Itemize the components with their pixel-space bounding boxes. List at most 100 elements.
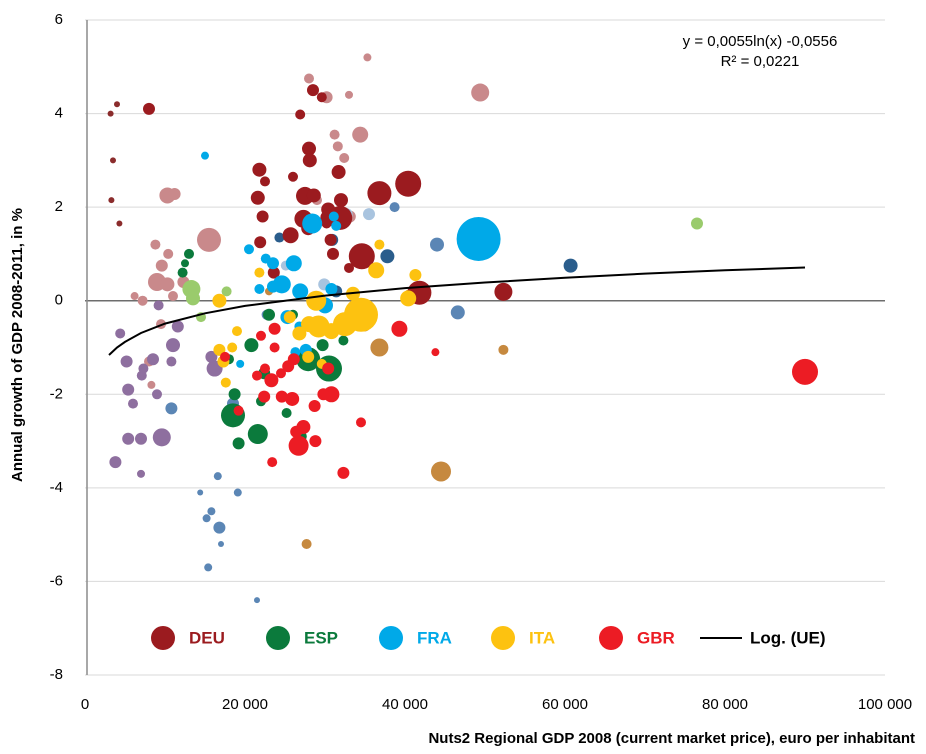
bubble [302,141,316,156]
bubble [322,362,335,375]
y-tick-label: 6 [55,11,63,28]
bubble [213,521,226,534]
bubble [232,437,245,450]
bubble [110,157,116,164]
bubble [309,435,322,448]
bubble [374,239,385,250]
bubble [267,457,278,468]
bubble [287,353,300,366]
bubble [285,391,300,406]
bubble [147,353,159,366]
bubble [363,208,375,221]
x-tick-label: 20 000 [222,696,268,713]
bubble [345,90,353,99]
bubble [292,283,309,300]
bubble [116,220,123,227]
bubble [171,320,184,333]
bubble [339,153,350,164]
bubble [380,249,395,264]
bubble [302,153,317,168]
bubble [256,210,269,223]
bubble [213,472,222,481]
bubble [153,300,164,311]
bubble [168,188,181,201]
bubble [260,176,270,187]
bubble [494,282,513,301]
bubble [792,358,818,385]
bubble [323,323,340,340]
bubble [202,514,211,523]
bubble [150,239,161,250]
r-squared: R² = 0,0221 [721,53,800,70]
bubble [295,109,306,120]
bubble [122,383,135,396]
bubble [220,377,231,388]
legend-label: GBR [637,628,675,647]
bubble [389,202,400,213]
bubble [302,213,323,234]
y-tick-label: -4 [50,479,63,496]
bubble [260,253,271,264]
bubble [197,227,221,252]
bubble [260,363,270,374]
bubble [197,489,204,496]
x-tick-label: 80 000 [702,696,748,713]
bubble [256,330,266,341]
bubble [267,266,280,279]
legend-label: Log. (UE) [750,628,826,647]
bubble [122,432,135,445]
y-tick-label: 2 [55,198,63,215]
bubble [143,102,155,115]
bubble [128,398,138,409]
bubble [163,248,174,259]
bubble [274,232,285,243]
legend-swatch [266,626,290,650]
bubble [308,399,321,412]
bubble [254,267,265,278]
equation: y = 0,0055ln(x) -0,0556 [683,33,838,50]
bubble [391,320,408,337]
bubble [327,247,339,260]
bubble [232,326,242,337]
bubble [325,283,338,296]
bubble [275,390,288,403]
bubble [205,350,218,363]
bubble [306,290,327,311]
bubble [236,359,245,368]
legend-label: ESP [304,628,338,647]
bubble [290,425,303,438]
bubble [269,342,280,353]
bubble [107,110,114,117]
bubble [400,290,417,307]
bubble [321,218,332,229]
bubble [282,227,299,244]
bubble [471,83,490,102]
bubble [334,193,348,208]
bubble [152,428,171,447]
bubble [254,597,260,604]
bubble [285,255,302,272]
bubble [168,291,178,302]
x-tick-label: 40 000 [382,696,428,713]
bubble [254,284,265,295]
bubble [307,84,319,97]
bubble [356,417,366,428]
bubble [254,236,267,249]
bubble [108,197,115,204]
bubble [450,305,465,320]
bubble [250,190,265,205]
bubble [283,311,296,324]
bubble [281,408,292,418]
bubble [331,220,342,231]
bubble [409,268,422,281]
bubble [115,328,126,339]
bubble [130,292,139,301]
bubble [329,129,340,140]
bubble [221,286,232,297]
bubble [228,388,241,401]
bubble [252,370,262,381]
y-tick-label: -8 [50,666,63,683]
bubble [218,541,224,547]
bubble [352,126,369,143]
bubble [201,151,209,160]
